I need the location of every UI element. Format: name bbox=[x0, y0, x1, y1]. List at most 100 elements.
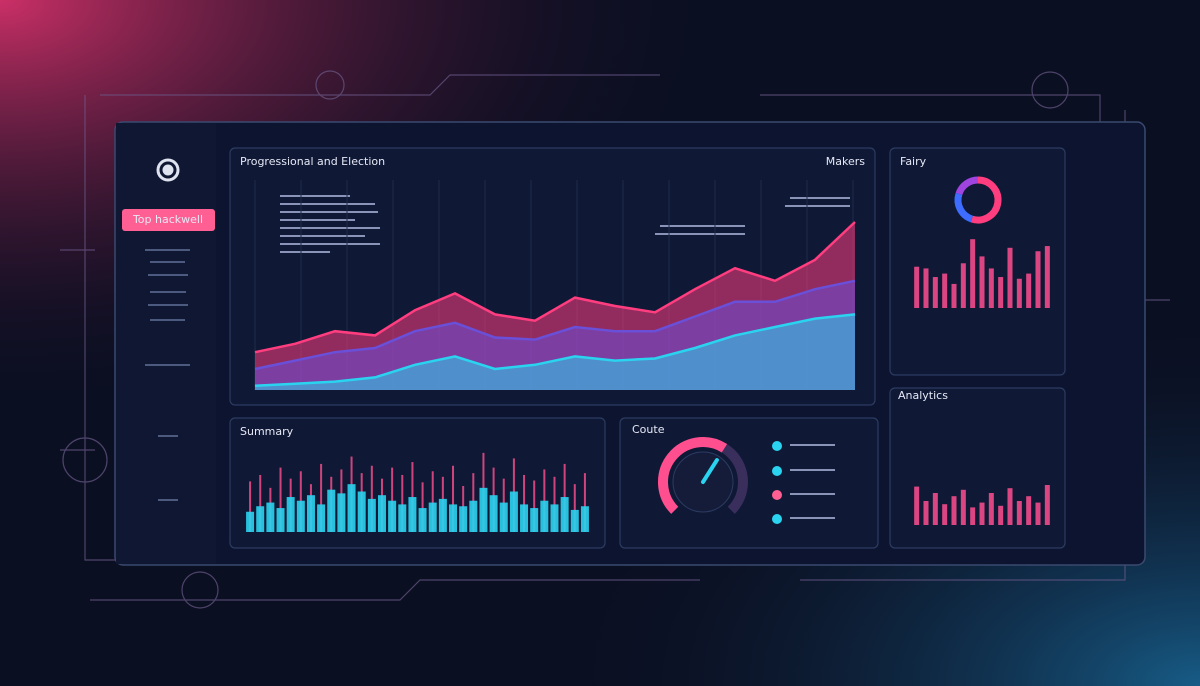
bar bbox=[1026, 496, 1032, 525]
bar bbox=[523, 474, 526, 532]
bar bbox=[347, 484, 356, 532]
bar bbox=[970, 507, 976, 525]
bar bbox=[431, 471, 434, 532]
bar bbox=[421, 482, 424, 532]
bar bbox=[317, 504, 326, 532]
bar bbox=[411, 462, 414, 532]
bar bbox=[550, 504, 559, 532]
bar bbox=[418, 508, 427, 532]
panel-title: Coute bbox=[632, 423, 665, 436]
circuit bbox=[60, 70, 1170, 609]
bar bbox=[296, 500, 305, 532]
line bbox=[254, 313, 856, 388]
bar bbox=[459, 506, 468, 532]
bar bbox=[320, 463, 323, 532]
bar bbox=[942, 273, 948, 308]
bar bbox=[1026, 273, 1032, 308]
bar bbox=[533, 480, 536, 532]
area-fill bbox=[255, 314, 855, 390]
bar bbox=[951, 496, 957, 525]
bar bbox=[1044, 485, 1050, 525]
line bbox=[254, 279, 856, 371]
bar bbox=[520, 504, 529, 532]
bar bbox=[979, 256, 985, 308]
bar bbox=[246, 511, 255, 532]
bar bbox=[951, 283, 957, 308]
bar bbox=[357, 491, 366, 532]
bar bbox=[923, 501, 929, 525]
bar bbox=[256, 506, 265, 532]
legend-title: Makers bbox=[826, 155, 865, 168]
bar bbox=[1007, 247, 1013, 308]
bar bbox=[279, 467, 282, 532]
list-dots bbox=[772, 441, 782, 524]
sidebar-menu bbox=[145, 249, 190, 501]
bar bbox=[1035, 502, 1041, 525]
panel-title: Fairy bbox=[900, 155, 927, 168]
line bbox=[254, 221, 856, 354]
bar bbox=[914, 266, 920, 308]
donut-segment bbox=[970, 176, 1002, 224]
bar bbox=[377, 495, 386, 532]
bar bbox=[923, 268, 929, 308]
bar bbox=[1044, 246, 1050, 308]
bar bbox=[286, 497, 295, 532]
donut-segment bbox=[954, 192, 974, 223]
panel-title: Progressional and Election bbox=[240, 155, 385, 168]
bar bbox=[428, 502, 437, 532]
bar bbox=[988, 268, 994, 308]
bar bbox=[560, 497, 569, 532]
bar bbox=[438, 498, 447, 532]
bar bbox=[942, 504, 948, 525]
bar bbox=[573, 484, 576, 532]
bar bbox=[479, 487, 488, 532]
bar bbox=[249, 481, 252, 532]
bar bbox=[306, 495, 315, 532]
bar bbox=[540, 500, 549, 532]
bar bbox=[337, 493, 346, 532]
bar bbox=[398, 504, 407, 532]
bar bbox=[979, 502, 985, 525]
bar bbox=[266, 502, 275, 532]
bar bbox=[530, 508, 539, 532]
sidebar-button[interactable] bbox=[122, 209, 215, 231]
bar bbox=[499, 502, 508, 532]
bar bbox=[988, 493, 994, 525]
gauge-arc bbox=[658, 437, 728, 514]
bar bbox=[1035, 251, 1041, 308]
gauge-needle bbox=[701, 458, 719, 484]
bar bbox=[408, 497, 417, 532]
bar bbox=[970, 239, 976, 308]
bar bbox=[509, 491, 518, 532]
bar bbox=[583, 473, 586, 532]
panel-title: Analytics bbox=[898, 389, 948, 402]
bar bbox=[998, 505, 1004, 525]
bar bbox=[449, 504, 458, 532]
bar bbox=[1016, 501, 1022, 525]
bar bbox=[489, 495, 498, 532]
donut-segment bbox=[955, 176, 979, 196]
bar bbox=[998, 277, 1004, 308]
bar bbox=[580, 506, 589, 532]
sidebar-button-label[interactable]: Top hackwell bbox=[132, 213, 203, 226]
bar bbox=[960, 489, 966, 525]
bar bbox=[932, 277, 938, 308]
charts bbox=[246, 176, 1050, 532]
bar bbox=[469, 500, 478, 532]
legend-lines bbox=[280, 195, 850, 519]
bar bbox=[932, 493, 938, 525]
bar bbox=[367, 498, 376, 532]
bar bbox=[570, 509, 579, 532]
bar bbox=[960, 263, 966, 308]
bar bbox=[452, 465, 455, 532]
bar bbox=[391, 467, 394, 532]
bar bbox=[401, 474, 404, 532]
bar bbox=[327, 489, 336, 532]
logo bbox=[156, 158, 180, 182]
panel-title: Summary bbox=[240, 425, 294, 438]
bar bbox=[276, 508, 285, 532]
bar bbox=[388, 500, 397, 532]
bar bbox=[1016, 278, 1022, 308]
